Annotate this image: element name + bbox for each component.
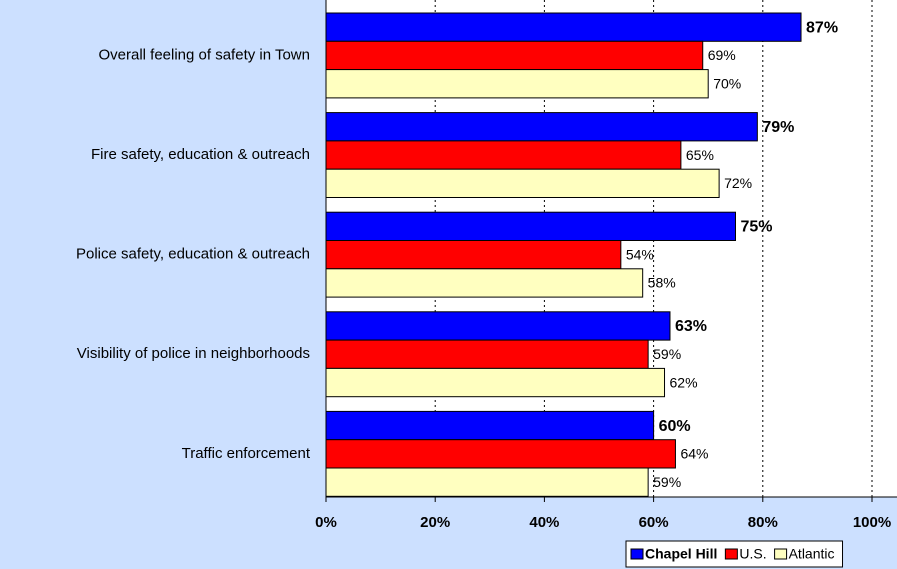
bar	[325, 467, 649, 497]
value-label: 72%	[724, 175, 752, 191]
value-label: 79%	[762, 119, 794, 136]
category-label: Visibility of police in neighborhoods	[77, 345, 310, 362]
category-label: Traffic enforcement	[182, 445, 311, 462]
value-label: 60%	[659, 418, 691, 435]
value-label: 54%	[626, 246, 654, 262]
value-label: 58%	[648, 275, 676, 291]
x-tick-label: 60%	[639, 514, 669, 531]
bar	[325, 12, 802, 42]
bar	[325, 40, 704, 71]
value-label: 62%	[670, 374, 698, 390]
x-tick-label: 0%	[315, 514, 337, 531]
bar	[325, 69, 709, 99]
value-label: 64%	[680, 446, 708, 462]
x-tick-label: 80%	[748, 514, 778, 531]
bar	[325, 311, 671, 341]
category-label: Overall feeling of safety in Town	[98, 46, 310, 63]
category-label: Police safety, education & outreach	[76, 246, 310, 263]
category-label: Fire safety, education & outreach	[91, 146, 310, 163]
bar	[325, 140, 682, 170]
legend-label: U.S.	[739, 546, 766, 562]
value-label: 75%	[741, 219, 773, 236]
value-label: 59%	[653, 474, 681, 490]
legend-swatch	[630, 548, 644, 560]
bar	[325, 240, 622, 270]
x-tick-label: 20%	[420, 514, 450, 531]
value-label: 69%	[708, 47, 736, 63]
bar	[325, 339, 649, 369]
legend-swatch	[724, 548, 738, 560]
bar	[325, 112, 758, 142]
bar	[325, 367, 666, 398]
bar	[325, 211, 736, 241]
x-tick-label: 40%	[529, 514, 559, 531]
legend-label: Atlantic	[789, 546, 835, 562]
legend-label: Chapel Hill	[645, 546, 717, 562]
value-label: 59%	[653, 346, 681, 362]
value-label: 65%	[686, 147, 714, 163]
bar	[325, 268, 644, 298]
bar	[325, 410, 655, 441]
value-label: 63%	[675, 318, 707, 335]
legend-swatch	[774, 548, 788, 560]
bar	[325, 439, 676, 469]
x-tick-label: 100%	[853, 514, 891, 531]
bar	[325, 168, 720, 198]
value-label: 70%	[713, 75, 741, 91]
value-label: 87%	[806, 19, 838, 36]
